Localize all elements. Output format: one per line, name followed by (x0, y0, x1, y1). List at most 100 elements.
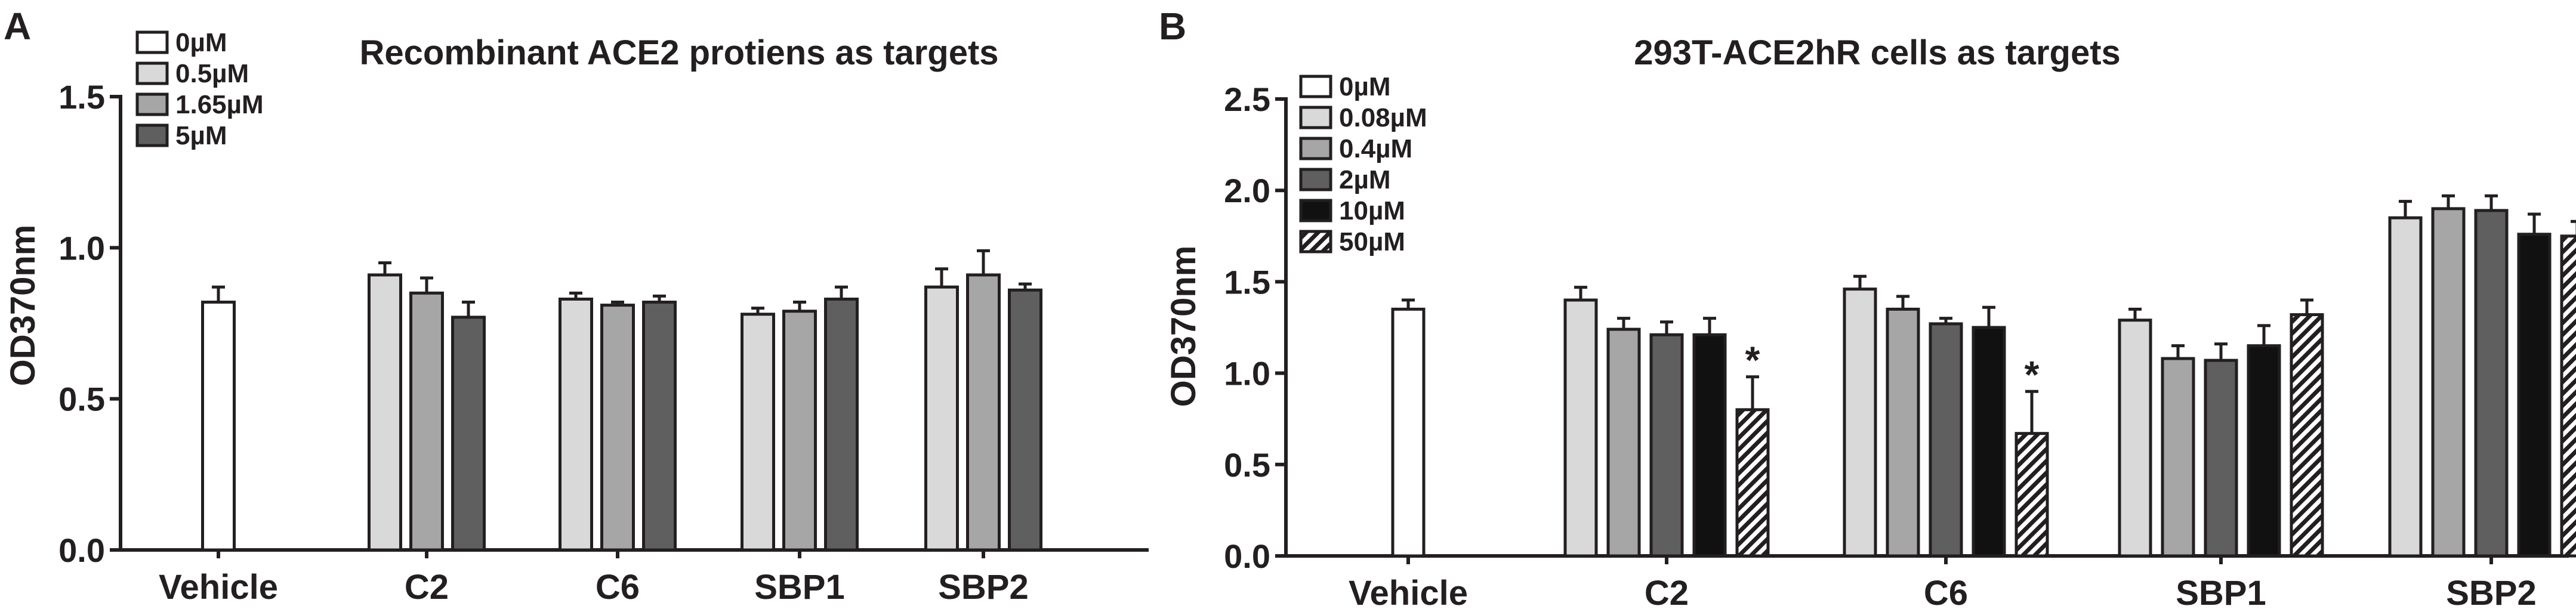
panel-b-bar (2388, 216, 2423, 558)
panel-b-error-bar (2571, 220, 2576, 236)
panel-b-error-bar (1896, 295, 1909, 310)
panel-a-error-bar (420, 276, 433, 293)
panel-b-legend-swatch (1299, 75, 1332, 98)
panel-b-title: 293T-ACE2hR cells as targets (1634, 33, 2121, 72)
panel-b-legend-label: 10µM (1339, 196, 1405, 225)
panel-a-y-tick-label: 1.0 (58, 229, 105, 267)
panel-b-x-tick-label: SBP2 (2446, 574, 2537, 609)
panel-a-x-tick-label: C2 (405, 568, 449, 607)
panel-a-letter: A (4, 5, 31, 48)
panel-b-bar (2204, 358, 2238, 558)
panel-a-bar (642, 301, 677, 552)
panel-a-legend-swatch (135, 92, 169, 116)
panel-a-x-tick-label: Vehicle (159, 568, 278, 607)
panel-a-error-bar (751, 307, 764, 314)
panel-a-y-tick-label: 0.5 (58, 381, 105, 418)
panel-b-plot: 0.0 0.5 1.0 1.5 2.0 2.5 Vehicle C2 * C6 * SBP1 SBP2 0… (1224, 72, 2576, 609)
panel-b-error-bar (2214, 342, 2228, 361)
panel-b-bar (1735, 408, 1770, 558)
panel-b-legend-swatch (1299, 230, 1332, 254)
panel-b-legend-swatch (1299, 168, 1332, 191)
panel-a-error-bar (977, 249, 990, 275)
panel-b-x-tick-label: C6 (1924, 574, 1968, 609)
panel-b-error-bar (1660, 320, 1673, 335)
panel-b-x-tick-label: SBP1 (2176, 574, 2266, 609)
panel-a-y-tick-label: 1.5 (58, 78, 105, 116)
panel-b-error-bar (1939, 317, 1952, 324)
panel-b-bar (2247, 344, 2281, 558)
panel-a-bar (201, 301, 236, 552)
panel-b: B 293T-ACE2hR cells as targets OD370nm 0… (1159, 5, 2576, 609)
panel-b-error-bar (2528, 212, 2541, 234)
panel-a-error-bar (462, 301, 475, 317)
panel-b-error-bar (2485, 194, 2498, 211)
panel-b-bar (1692, 333, 1727, 558)
panel-b-error-bar (1982, 305, 1995, 327)
panel-b-y-tick-label: 0.5 (1224, 446, 1270, 484)
panel-b-letter: B (1159, 5, 1186, 48)
panel-a-bar (451, 316, 486, 552)
panel-b-error-bar (1402, 298, 1415, 310)
panel-b-bar (1606, 327, 1641, 558)
panel-a-y-axis-label: OD370nm (4, 225, 42, 387)
panel-b-error-bar (2025, 389, 2038, 434)
panel-b-error-bar (1703, 317, 1716, 335)
panel-a-error-bar (1019, 282, 1032, 290)
panel-b-bar (1563, 298, 1598, 558)
panel-a-x-tick-label: C6 (596, 568, 640, 607)
panel-b-significance-marker: * (1745, 339, 1760, 382)
panel-a-bar (782, 310, 817, 552)
panel-b-error-bar (1746, 375, 1759, 410)
panel-b-bar (1649, 333, 1684, 558)
panel-a-error-bar (378, 261, 391, 275)
panel-b-error-bar (1853, 274, 1867, 289)
panel-b-bar (2431, 207, 2466, 558)
panel-a-legend-label: 1.65µM (175, 90, 264, 119)
panel-b-bar (1843, 288, 1877, 558)
panel-a-title: Recombinant ACE2 protiens as targets (359, 33, 998, 72)
panel-b-legend-label: 50µM (1339, 227, 1405, 256)
panel-b-error-bar (2128, 307, 2142, 320)
panel-b-legend-label: 0.08µM (1339, 103, 1427, 132)
panel-b-bar (1929, 322, 1963, 558)
panel-a-bar (559, 297, 593, 552)
panel-a-error-bar (611, 301, 624, 305)
panel-a-bar (368, 273, 402, 552)
panel-a-y-tick-label: 0.0 (58, 531, 105, 569)
panel-a-legend-swatch (135, 30, 169, 54)
panel-b-bar (2560, 234, 2576, 558)
panel-b-bar (1886, 307, 1920, 558)
panel-b-bar (1391, 307, 1426, 558)
panel-b-y-tick-label: 2.0 (1224, 172, 1270, 209)
panel-b-error-bar (1617, 317, 1630, 330)
panel-b-y-tick-label: 1.0 (1224, 355, 1270, 392)
panel-b-legend-swatch (1299, 137, 1332, 160)
panel-b-legend-label: 0.4µM (1339, 134, 1412, 163)
panel-b-bar (2474, 209, 2509, 558)
panel-a-bar (741, 313, 775, 552)
panel-b-x-tick-label: C2 (1645, 574, 1689, 609)
panel-a-x-tick-label: SBP2 (938, 568, 1029, 607)
panel-a-legend-label: 0.5µM (175, 59, 249, 88)
panel-a-error-bar (569, 291, 582, 299)
panel-b-legend-label: 2µM (1339, 165, 1390, 194)
panel-b-error-bar (2257, 324, 2270, 346)
panel-a-x-tick-label: SBP1 (754, 568, 845, 607)
panel-a-legend-swatch (135, 61, 169, 85)
panel-b-bar (2517, 233, 2552, 558)
panel-b-legend-label: 0µM (1339, 72, 1390, 101)
panel-b-y-tick-label: 0.0 (1224, 537, 1270, 575)
panel-b-error-bar (2442, 194, 2455, 209)
panel-a-bar (1008, 288, 1042, 552)
panel-b-bar (2161, 357, 2195, 558)
panel-a-bar (824, 297, 859, 552)
panel-a-bar (409, 291, 444, 552)
panel-a-error-bar (935, 267, 948, 288)
panel-a-legend-swatch (135, 123, 169, 147)
panel-b-error-bar (1574, 286, 1587, 301)
panel-a-error-bar (835, 285, 848, 299)
panel-b-error-bar (2399, 200, 2412, 218)
